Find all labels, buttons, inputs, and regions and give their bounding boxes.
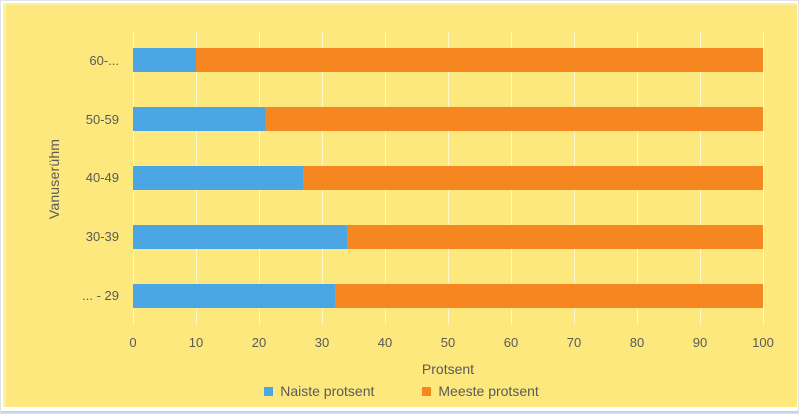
x-tick-label: 100 [752, 335, 774, 350]
bar-segment [133, 107, 266, 132]
bar-row-40-49 [133, 166, 763, 190]
x-tick-label: 10 [188, 335, 204, 350]
x-tick-label: 60 [503, 335, 519, 350]
x-axis-title: Protsent [421, 361, 475, 377]
bar-row-30-39 [133, 224, 763, 249]
x-tick-label: 20 [251, 335, 267, 350]
category-label: 30-39 [85, 229, 119, 245]
category-label: 50-59 [85, 111, 119, 127]
legend-label: Naiste protsent [280, 383, 375, 399]
legend-swatch-icon [422, 386, 432, 396]
bar-segment [133, 283, 335, 308]
legend-item: Naiste protsent [264, 383, 374, 399]
legend-label: Meeste protsent [438, 383, 539, 399]
category-label: 40-49 [85, 170, 119, 186]
bar-segment [133, 166, 304, 190]
bar-row-... - 29 [133, 283, 763, 308]
bar-segment [133, 48, 196, 73]
stacked-bar-chart: Vanuserühm 60-... 50-59 40-49 30-39... - 29… [3, 3, 797, 407]
bar-segment [265, 107, 763, 132]
legend-swatch-icon [264, 386, 274, 396]
bar-row-50-59 [133, 107, 763, 132]
x-tick-label: 40 [377, 335, 393, 350]
category-axis-labels: 60-... 50-59 40-49 30-39 ... - 29 [6, 31, 133, 325]
bar-segment [133, 224, 348, 249]
x-axis-tick-labels: 0 10 20 30 40 50 60 70 80 90 100 [6, 335, 797, 351]
gridline [763, 31, 764, 325]
x-tick-label: 70 [566, 335, 582, 350]
x-tick-label: 90 [692, 335, 708, 350]
x-tick-label: 50 [440, 335, 456, 350]
x-tick-label: 80 [629, 335, 645, 350]
legend: Naiste protsent Meeste protsent [6, 383, 797, 399]
x-tick-label: 0 [129, 335, 137, 350]
category-label: ... - 29 [82, 288, 119, 304]
bar-segment [334, 283, 763, 308]
bar-segment [303, 166, 763, 190]
category-label: 60-... [89, 52, 119, 68]
x-tick-label: 30 [314, 335, 330, 350]
plot-area [133, 31, 764, 325]
bar-row-60-... [133, 48, 763, 73]
bar-segment [196, 48, 763, 73]
legend-item: Meeste protsent [422, 383, 539, 399]
bar-segment [347, 224, 763, 249]
frame-bottom-accent [1, 411, 798, 413]
